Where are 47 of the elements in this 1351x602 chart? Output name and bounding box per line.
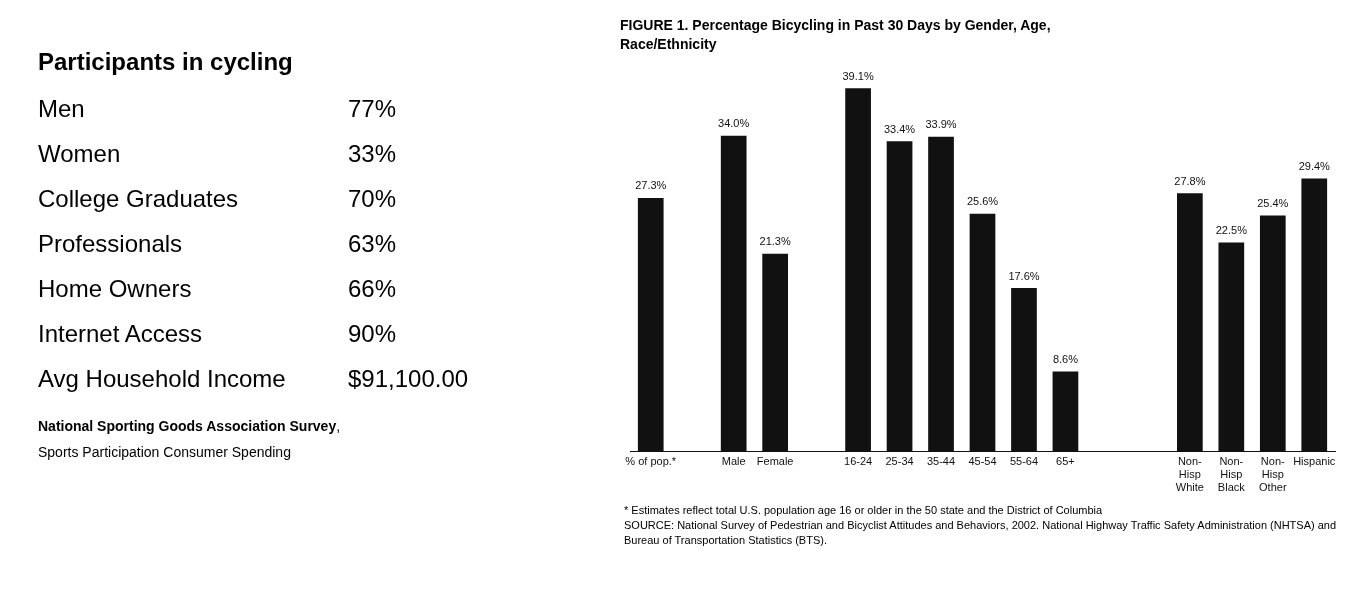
data-label: 33.4%: [883, 122, 916, 135]
text: * Estimates reflect total U.S. population age 16 or older in the 50 state and the District of Columbia: [624, 503, 1104, 518]
text: 63%: [348, 229, 397, 257]
category-label: Home Owners: [38, 274, 193, 303]
data-label: 21.3%: [759, 235, 791, 248]
x-tick-label: Non- Hisp White: [1175, 455, 1204, 494]
text: National Sporting Goods Association Survey: [38, 418, 337, 434]
category-label: College Graduates: [38, 184, 240, 213]
data-label: 25.6%: [966, 195, 999, 208]
text: $91,100.00: [348, 364, 469, 392]
x-tick-label: % of pop.*: [625, 455, 677, 468]
x-tick-label: Non- Hisp Other: [1259, 455, 1287, 494]
x-tick-label: Male: [721, 455, 746, 468]
text: Sports Participation Consumer Spending: [38, 443, 292, 462]
chart-title: FIGURE 1. Percentage Bicycling in Past 30 Days by Gender, Age, Race/Ethnicity: [620, 16, 1052, 54]
x-tick-label: Hispanic: [1293, 455, 1336, 468]
category-label: Women: [38, 139, 122, 168]
data-label: 27.3%: [635, 179, 667, 192]
x-tick-label: 25-34: [885, 455, 914, 468]
text: 33%: [348, 139, 397, 167]
category-label: Men: [38, 94, 86, 123]
x-tick-label: 16-24: [844, 455, 873, 468]
category-label: Professionals: [38, 229, 184, 258]
data-label: 25.4%: [1257, 197, 1289, 210]
text: Participants in cycling: [38, 48, 294, 76]
data-label: 33.9%: [925, 118, 957, 131]
x-tick-label: 45-54: [968, 455, 997, 468]
data-label: 34.0%: [718, 117, 750, 130]
data-label: 22.5%: [1215, 224, 1248, 237]
text: ,: [336, 418, 341, 434]
x-tick-label: 55-64: [1009, 455, 1039, 468]
category-label: Avg Household Income: [38, 364, 287, 393]
x-tick-label: 35-44: [926, 455, 956, 468]
data-label: 29.4%: [1298, 159, 1331, 172]
source-note: SOURCE: National Survey of Pedestrian and Bicyclist Attitudes and Behaviors, 2002. National Highway Traffic Safety Administration (NHTSA) and Bureau of Transportation Statistics (BTS).: [624, 518, 1338, 548]
data-label: 27.8%: [1174, 174, 1206, 187]
data-label: 39.1%: [842, 69, 874, 82]
category-label: Internet Access: [38, 319, 204, 348]
x-tick-label: 65+: [1056, 455, 1075, 468]
x-tick-label: Non- Hisp Black: [1217, 455, 1246, 494]
data-label: 17.6%: [1008, 269, 1040, 282]
text: 70%: [348, 184, 397, 212]
text: 66%: [348, 274, 397, 302]
text: 77%: [348, 94, 397, 122]
x-tick-label: Female: [756, 455, 794, 468]
text: 90%: [348, 319, 397, 347]
data-label: 8.6%: [1052, 353, 1079, 366]
